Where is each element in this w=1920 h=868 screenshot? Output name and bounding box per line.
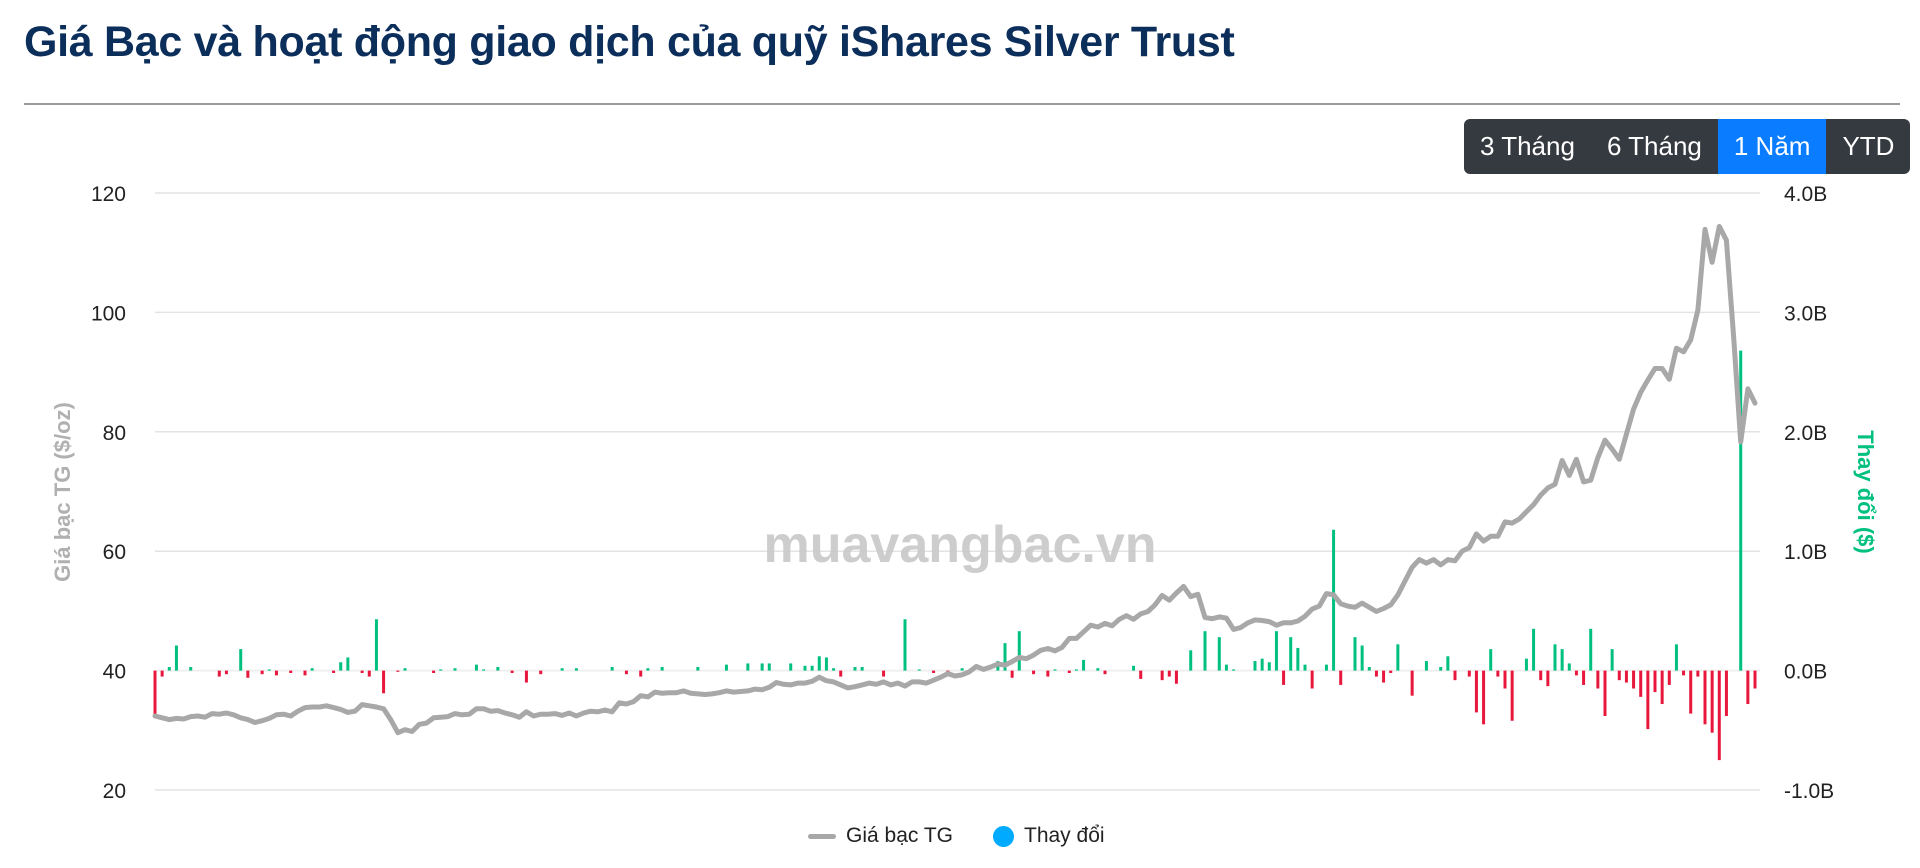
legend: Giá bạc TG Thay đổi [808,824,1135,848]
right-axis-ticks: -1.0B 0.0B 1.0B 2.0B 3.0B 4.0B [1784,183,1834,803]
left-tick-label: 100 [91,302,126,325]
left-tick-label: 120 [91,183,126,206]
right-tick-label: -1.0B [1784,780,1834,803]
watermark: muavangbac.vn [763,516,1156,574]
left-tick-label: 80 [103,422,126,445]
range-button-1-year[interactable]: 1 Năm [1717,119,1827,174]
legend-item-price[interactable]: Giá bạc TG [808,824,953,848]
range-button-3-months[interactable]: 3 Tháng [1480,131,1575,161]
range-button-6-months[interactable]: 6 Tháng [1606,131,1702,161]
right-tick-label: 4.0B [1784,183,1827,206]
right-tick-label: 0.0B [1784,661,1827,684]
range-selector: 3 Tháng 6 Tháng 1 Năm YTD [1464,119,1911,174]
left-tick-label: 40 [103,661,126,684]
right-tick-label: 2.0B [1784,422,1827,445]
change-bars-series [153,350,1760,761]
price-line-series [152,223,1758,736]
left-tick-label: 60 [103,541,126,564]
legend-item-change[interactable]: Thay đổi [993,824,1105,848]
right-axis-label: Thay đổi ($) [1853,430,1878,553]
title-divider [24,103,1900,105]
line-swatch-icon [808,833,836,839]
right-tick-label: 1.0B [1784,541,1827,564]
gridlines [155,192,1760,791]
left-axis-label: Giá bạc TG ($/oz) [50,402,75,582]
legend-price-label: Giá bạc TG [846,824,953,847]
left-axis-ticks: 20 40 60 80 100 120 [91,183,126,803]
legend-change-label: Thay đổi [1024,824,1105,847]
right-tick-label: 3.0B [1784,302,1827,325]
page-title: Giá Bạc và hoạt động giao dịch của quỹ i… [24,18,1235,66]
range-button-ytd[interactable]: YTD [1842,131,1895,161]
dot-swatch-icon [993,825,1014,847]
left-tick-label: 20 [103,780,126,803]
